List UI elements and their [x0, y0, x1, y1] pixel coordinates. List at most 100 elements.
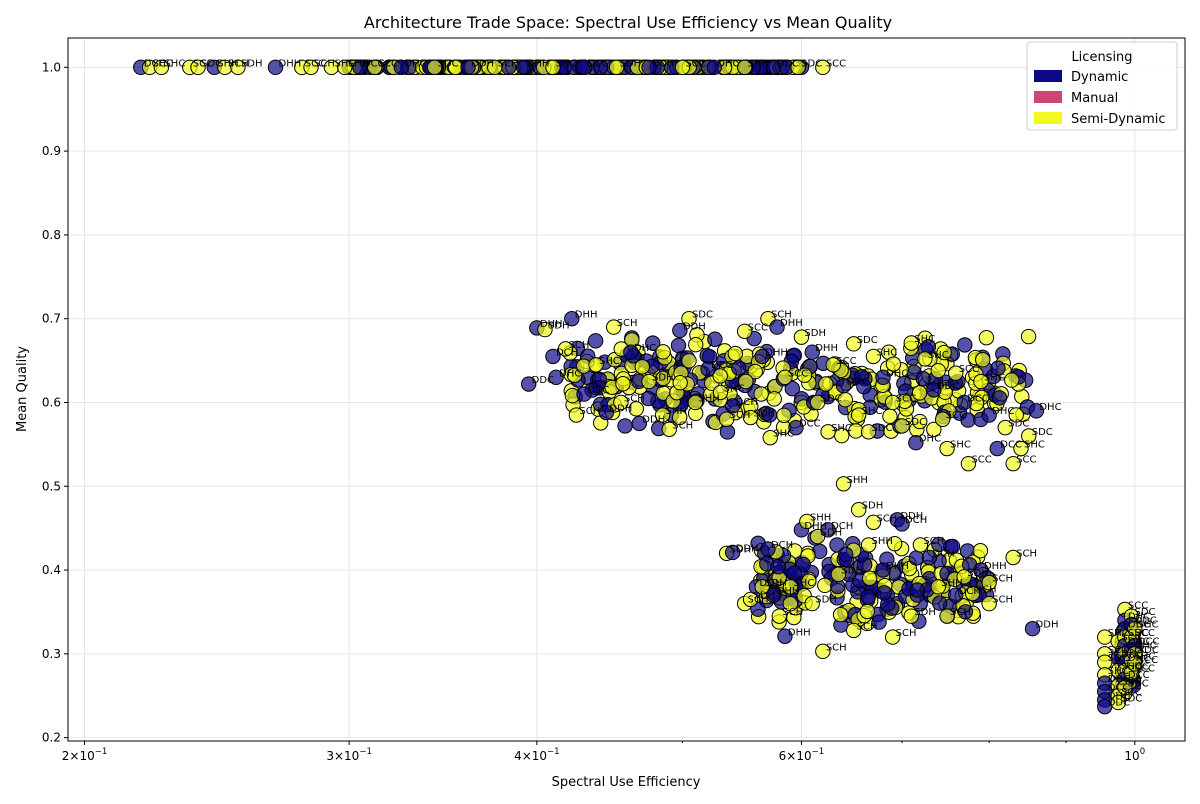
data-point [1028, 403, 1045, 419]
cluster-point [936, 344, 952, 361]
point-label: SDH [815, 595, 837, 606]
cluster-point [909, 582, 926, 598]
point-label: DDC [847, 377, 869, 388]
data-point [1013, 440, 1029, 457]
data-point [303, 59, 319, 76]
point-label: SCH [771, 310, 792, 321]
cluster-point [829, 537, 845, 553]
point-label: DCH [831, 521, 853, 532]
cluster-point [784, 380, 801, 397]
data-point [956, 569, 972, 585]
point-label: DHC [404, 58, 426, 69]
x-tick-label: 2×10−1 [62, 747, 108, 763]
point-label: DHC [1135, 641, 1157, 652]
point-label: SCH [314, 58, 335, 69]
point-label: SHC [599, 356, 620, 367]
data-point [884, 629, 901, 645]
data-point [426, 59, 443, 76]
point-label: SCC [1016, 455, 1036, 466]
point-label: SCC [896, 393, 916, 404]
data-point [754, 348, 770, 365]
data-point [903, 608, 919, 624]
point-label: SDC [1108, 653, 1129, 664]
y-tick-label: 0.7 [42, 312, 61, 326]
axis-ticks: 0.2 0.3 0.4 0.5 0.6 0.7 0.8 0.9 1.0 2×10−1 3×10−1 4… [42, 60, 1145, 763]
cluster-point [640, 390, 657, 407]
point-label: SCH [748, 595, 769, 606]
cluster-point [860, 589, 876, 605]
cluster-point [766, 391, 782, 407]
point-label: SCH [826, 642, 847, 653]
data-point [153, 59, 170, 76]
point-label: SDC [1008, 419, 1029, 430]
data-point [1110, 694, 1126, 711]
data-point [588, 357, 604, 373]
point-label: SHC [793, 578, 814, 589]
point-label: DCC [1108, 683, 1130, 694]
point-label: SDC [905, 417, 926, 428]
point-label: DHH [765, 347, 788, 358]
point-label: DHH [527, 58, 550, 69]
data-point [865, 514, 882, 531]
point-label: DHC [559, 368, 581, 379]
data-point [835, 476, 852, 492]
point-label: DHH [788, 627, 811, 638]
cluster-point [1020, 328, 1037, 345]
data-point [771, 608, 788, 624]
data-point [782, 579, 799, 595]
point-label: SDH [241, 58, 263, 69]
point-label: SCC [959, 364, 979, 375]
point-label: SHC [334, 58, 355, 69]
data-point [674, 59, 691, 76]
point-label: SCH [976, 585, 997, 596]
cluster-point [1008, 407, 1024, 423]
point-label: DDH [736, 543, 759, 554]
data-point [865, 348, 882, 365]
point-label: DDC [1135, 616, 1157, 627]
point-label: DCH [932, 548, 954, 559]
point-label: SCH [992, 574, 1013, 585]
cluster-point [731, 360, 747, 376]
point-label: DHC [634, 343, 656, 354]
data-point [793, 329, 810, 345]
chart-title: Architecture Trade Space: Spectral Use E… [364, 13, 892, 32]
data-point [1021, 428, 1037, 444]
point-label: SCC [1108, 645, 1128, 656]
point-label: SCC [378, 58, 398, 69]
data-point [460, 59, 476, 76]
data-point [760, 541, 776, 557]
data-point [337, 59, 353, 76]
data-point [564, 310, 580, 327]
legend-swatch-manual [1034, 91, 1062, 103]
point-label: SHC [928, 350, 949, 361]
point-label: SDC [1135, 607, 1156, 618]
data-point [777, 628, 793, 644]
point-label: SHH [666, 406, 687, 417]
cluster-point [975, 352, 991, 368]
data-point [742, 409, 759, 426]
data-point [947, 587, 964, 603]
data-point [989, 440, 1005, 457]
data-point [654, 407, 671, 423]
data-point [903, 335, 919, 351]
legend-swatch-semi-dynamic [1034, 112, 1062, 124]
point-label: DHH [984, 561, 1007, 572]
cluster-point [738, 373, 754, 390]
point-label: SDH [730, 544, 752, 555]
point-label: SCH [992, 595, 1013, 606]
cluster-point [990, 360, 1006, 376]
grid [68, 38, 1185, 741]
point-label: SCH [730, 410, 751, 421]
data-point [765, 587, 782, 603]
point-label: DDH [642, 414, 665, 425]
point-label: SHH [748, 58, 769, 69]
data-point [661, 421, 677, 438]
point-label: DCC [799, 419, 821, 430]
point-label: SHC [1108, 666, 1129, 677]
cluster-point [817, 577, 833, 594]
data-point [815, 59, 831, 76]
cluster-point [587, 333, 604, 349]
data-point [820, 522, 836, 538]
point-label: DDC [587, 385, 609, 396]
